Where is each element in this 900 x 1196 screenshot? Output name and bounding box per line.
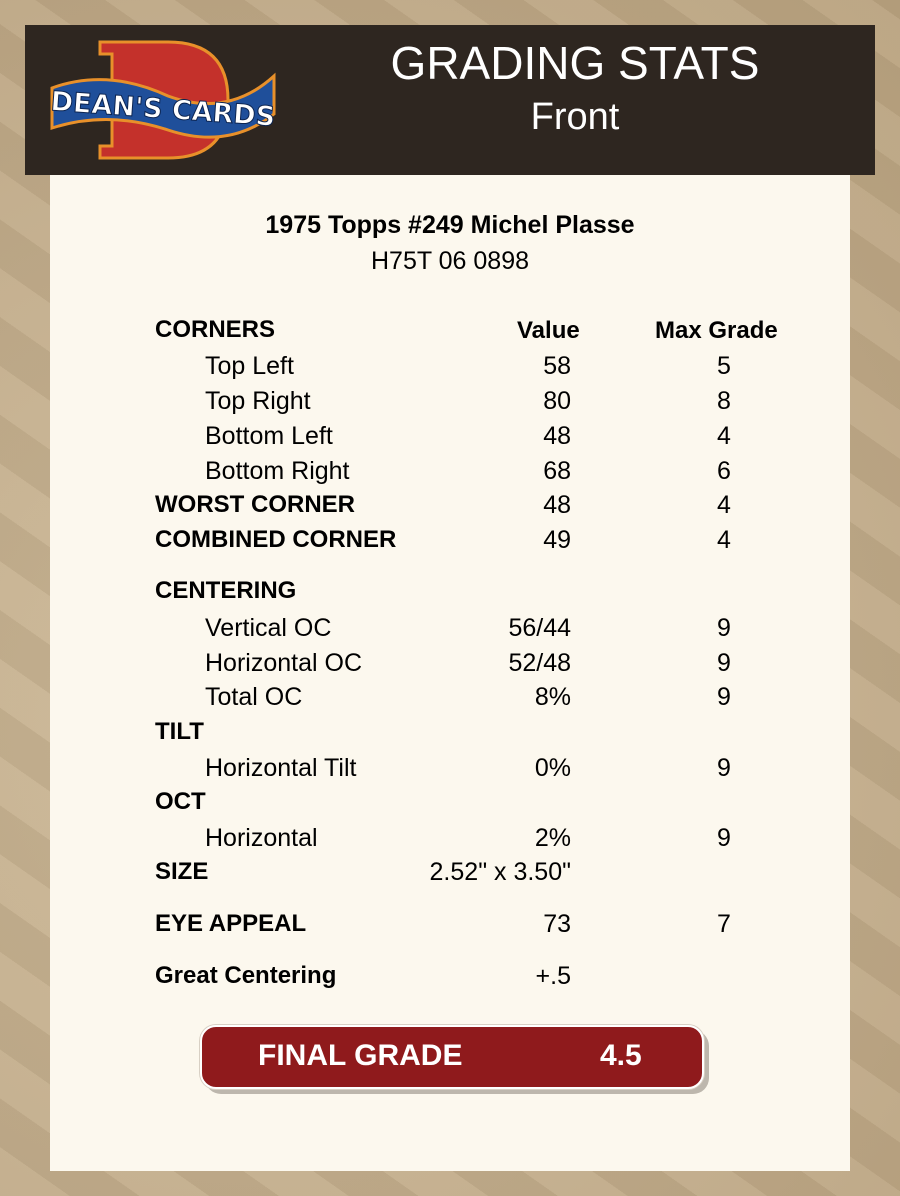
stat-label: WORST CORNER [155,491,355,518]
stat-max-grade: 5 [717,352,731,380]
final-grade-badge: FINAL GRADE 4.5 [200,1025,704,1089]
stat-value: 52/48 [508,649,571,677]
stat-row: WORST CORNER 48 4 [0,491,900,521]
stat-row: TILT [0,718,900,748]
stat-max-grade: 9 [717,649,731,677]
stat-label: Vertical OC [205,614,332,642]
stat-max-grade: 6 [717,457,731,485]
stat-max-grade: 9 [717,754,731,782]
stat-value: 0% [534,754,571,782]
stat-label: CORNERS [155,316,276,343]
column-header-value: Value [517,317,580,344]
column-header-max-grade: Max Grade [655,317,778,344]
stat-max-grade: 4 [717,422,731,450]
stat-max-grade: 9 [717,614,731,642]
stat-row: Top Left 58 5 [0,352,900,382]
stat-row: Bottom Left 48 4 [0,422,900,452]
stat-label: Bottom Left [205,422,333,450]
stat-row: Horizontal 2% 9 [0,824,900,854]
stat-label: Top Left [205,352,294,380]
stat-value: 73 [543,910,571,938]
stat-max-grade: 4 [717,526,731,554]
final-grade-value: 4.5 [600,1039,642,1072]
card-title: 1975 Topps #249 Michel Plasse [265,211,635,239]
stat-row: Top Right 80 8 [0,387,900,417]
stat-label: Bottom Right [205,457,350,485]
stat-label: Total OC [205,683,303,711]
stat-label: EYE APPEAL [155,910,307,937]
stat-value: 80 [543,387,571,415]
stat-max-grade: 9 [717,683,731,711]
stat-row: Vertical OC 56/44 9 [0,614,900,644]
stat-value: 56/44 [508,614,571,642]
stat-value: 2% [534,824,571,852]
stat-label: Great Centering [155,962,337,989]
stat-max-grade: 9 [717,824,731,852]
stat-label: SIZE [155,858,209,885]
cert-number: H75T 06 0898 [371,247,529,275]
stat-label: Horizontal OC [205,649,362,677]
stat-value: 48 [543,422,571,450]
stat-value: 49 [543,526,571,554]
stat-value: 2.52" x 3.50" [429,858,571,886]
stat-row: Great Centering +.5 [0,962,900,992]
stat-label: Top Right [205,387,311,415]
stat-row: SIZE 2.52" x 3.50" [0,858,900,888]
stat-value: 58 [543,352,571,380]
deans-cards-logo: DEAN'S CARDS [49,40,277,160]
page-title: GRADING STATS [390,37,760,89]
stat-row: EYE APPEAL 73 7 [0,910,900,940]
stat-label: OCT [155,788,206,815]
stat-label: Horizontal Tilt [205,754,357,782]
stat-max-grade: 8 [717,387,731,415]
final-grade-label: FINAL GRADE [258,1039,463,1072]
stat-value: 8% [534,683,571,711]
stat-value: 48 [543,491,571,519]
stat-max-grade: 7 [717,910,731,938]
stat-row: OCT [0,788,900,818]
stat-row: Horizontal OC 52/48 9 [0,649,900,679]
stat-row: Bottom Right 68 6 [0,457,900,487]
stat-value: +.5 [535,962,571,990]
stat-label: CENTERING [155,577,297,604]
stat-value: 68 [543,457,571,485]
stat-max-grade: 4 [717,491,731,519]
stat-row: Total OC 8% 9 [0,683,900,713]
stats-panel [50,175,850,1171]
stat-row: COMBINED CORNER 49 4 [0,526,900,556]
stat-label: Horizontal [205,824,318,852]
stat-row: CENTERING [0,577,900,607]
stat-row: Horizontal Tilt 0% 9 [0,754,900,784]
stat-label: COMBINED CORNER [155,526,397,553]
stat-label: TILT [155,718,204,745]
stat-row: CORNERS [0,316,900,346]
page-subtitle: Front [530,96,620,138]
